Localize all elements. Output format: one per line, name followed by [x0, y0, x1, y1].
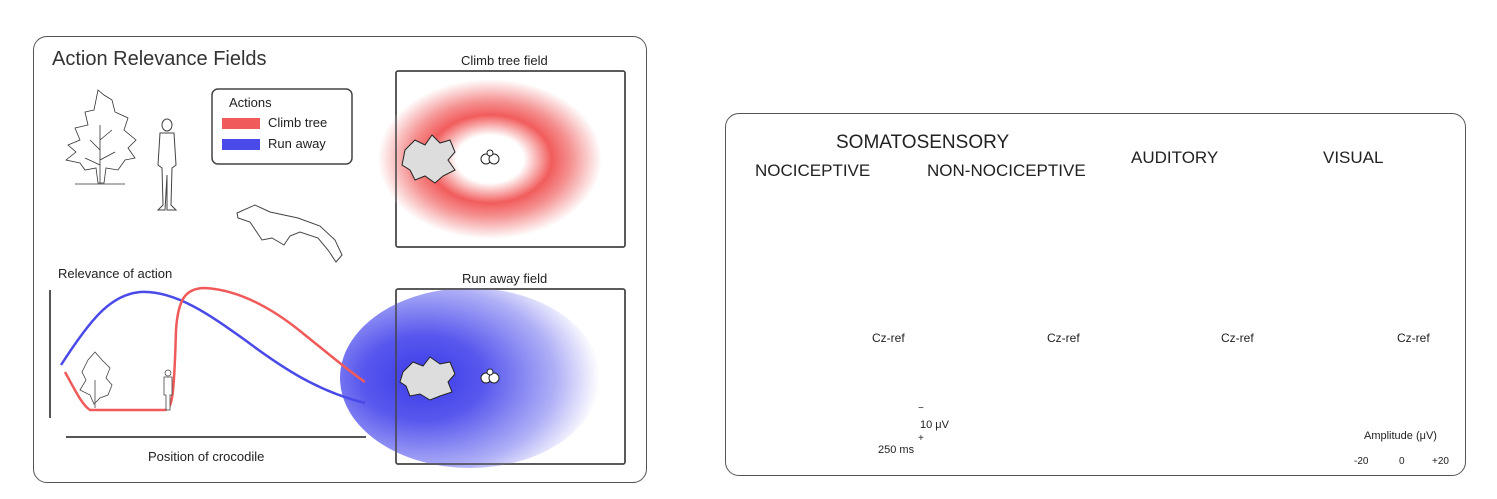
colorbar-title: Amplitude (μV): [1364, 430, 1437, 442]
scale-minus: −: [918, 403, 924, 414]
ref-label-non-nociceptive: Cz-ref: [1047, 331, 1080, 345]
colorbar-min: -20: [1354, 456, 1369, 467]
col-label-auditory: AUDITORY: [1131, 148, 1219, 167]
ref-label-visual: Cz-ref: [1397, 331, 1430, 345]
crocodile-icon: [236, 204, 343, 263]
erp-panel: [725, 113, 1466, 476]
legend-climb-swatch: [222, 118, 260, 129]
col-label-nociceptive: NOCICEPTIVE: [755, 161, 871, 180]
plot-x-label: Position of crocodile: [148, 449, 265, 464]
plot-man-icon: [163, 369, 173, 411]
colorbar-max: +20: [1432, 456, 1449, 467]
ref-label-auditory: Cz-ref: [1221, 331, 1254, 345]
run-away-curve: [59, 290, 366, 405]
climb-field-title: Climb tree field: [461, 53, 548, 68]
col-label-visual: VISUAL: [1323, 148, 1384, 167]
left-title: Action Relevance Fields: [52, 48, 267, 70]
scale-plus: +: [918, 433, 924, 444]
run-field-gradient: [340, 288, 600, 468]
climb-tree-curve: [63, 286, 366, 412]
climb-field-person-icon: [480, 149, 500, 165]
climb-field-tree-icon: [401, 134, 456, 184]
plot-tree-icon: [79, 351, 113, 408]
plot-y-label: Relevance of action: [58, 266, 173, 281]
tree-icon: [65, 89, 137, 185]
legend-run-label: Run away: [268, 136, 326, 151]
somatosensory-title: SOMATOSENSORY: [836, 132, 1010, 153]
colorbar-mid: 0: [1399, 456, 1405, 467]
ref-label-nociceptive: Cz-ref: [872, 331, 905, 345]
legend-heading: Actions: [229, 95, 272, 110]
legend-climb-label: Climb tree: [268, 115, 328, 130]
man-icon: [156, 118, 178, 211]
scale-voltage: 10 μV: [920, 419, 949, 431]
run-field-tree-icon: [399, 356, 456, 401]
run-field-person-icon: [480, 368, 500, 384]
col-label-non-nociceptive: NON-NOCICEPTIVE: [927, 161, 1086, 180]
run-field-title: Run away field: [462, 271, 548, 286]
scale-time: 250 ms: [878, 444, 915, 456]
legend-run-swatch: [222, 139, 260, 150]
